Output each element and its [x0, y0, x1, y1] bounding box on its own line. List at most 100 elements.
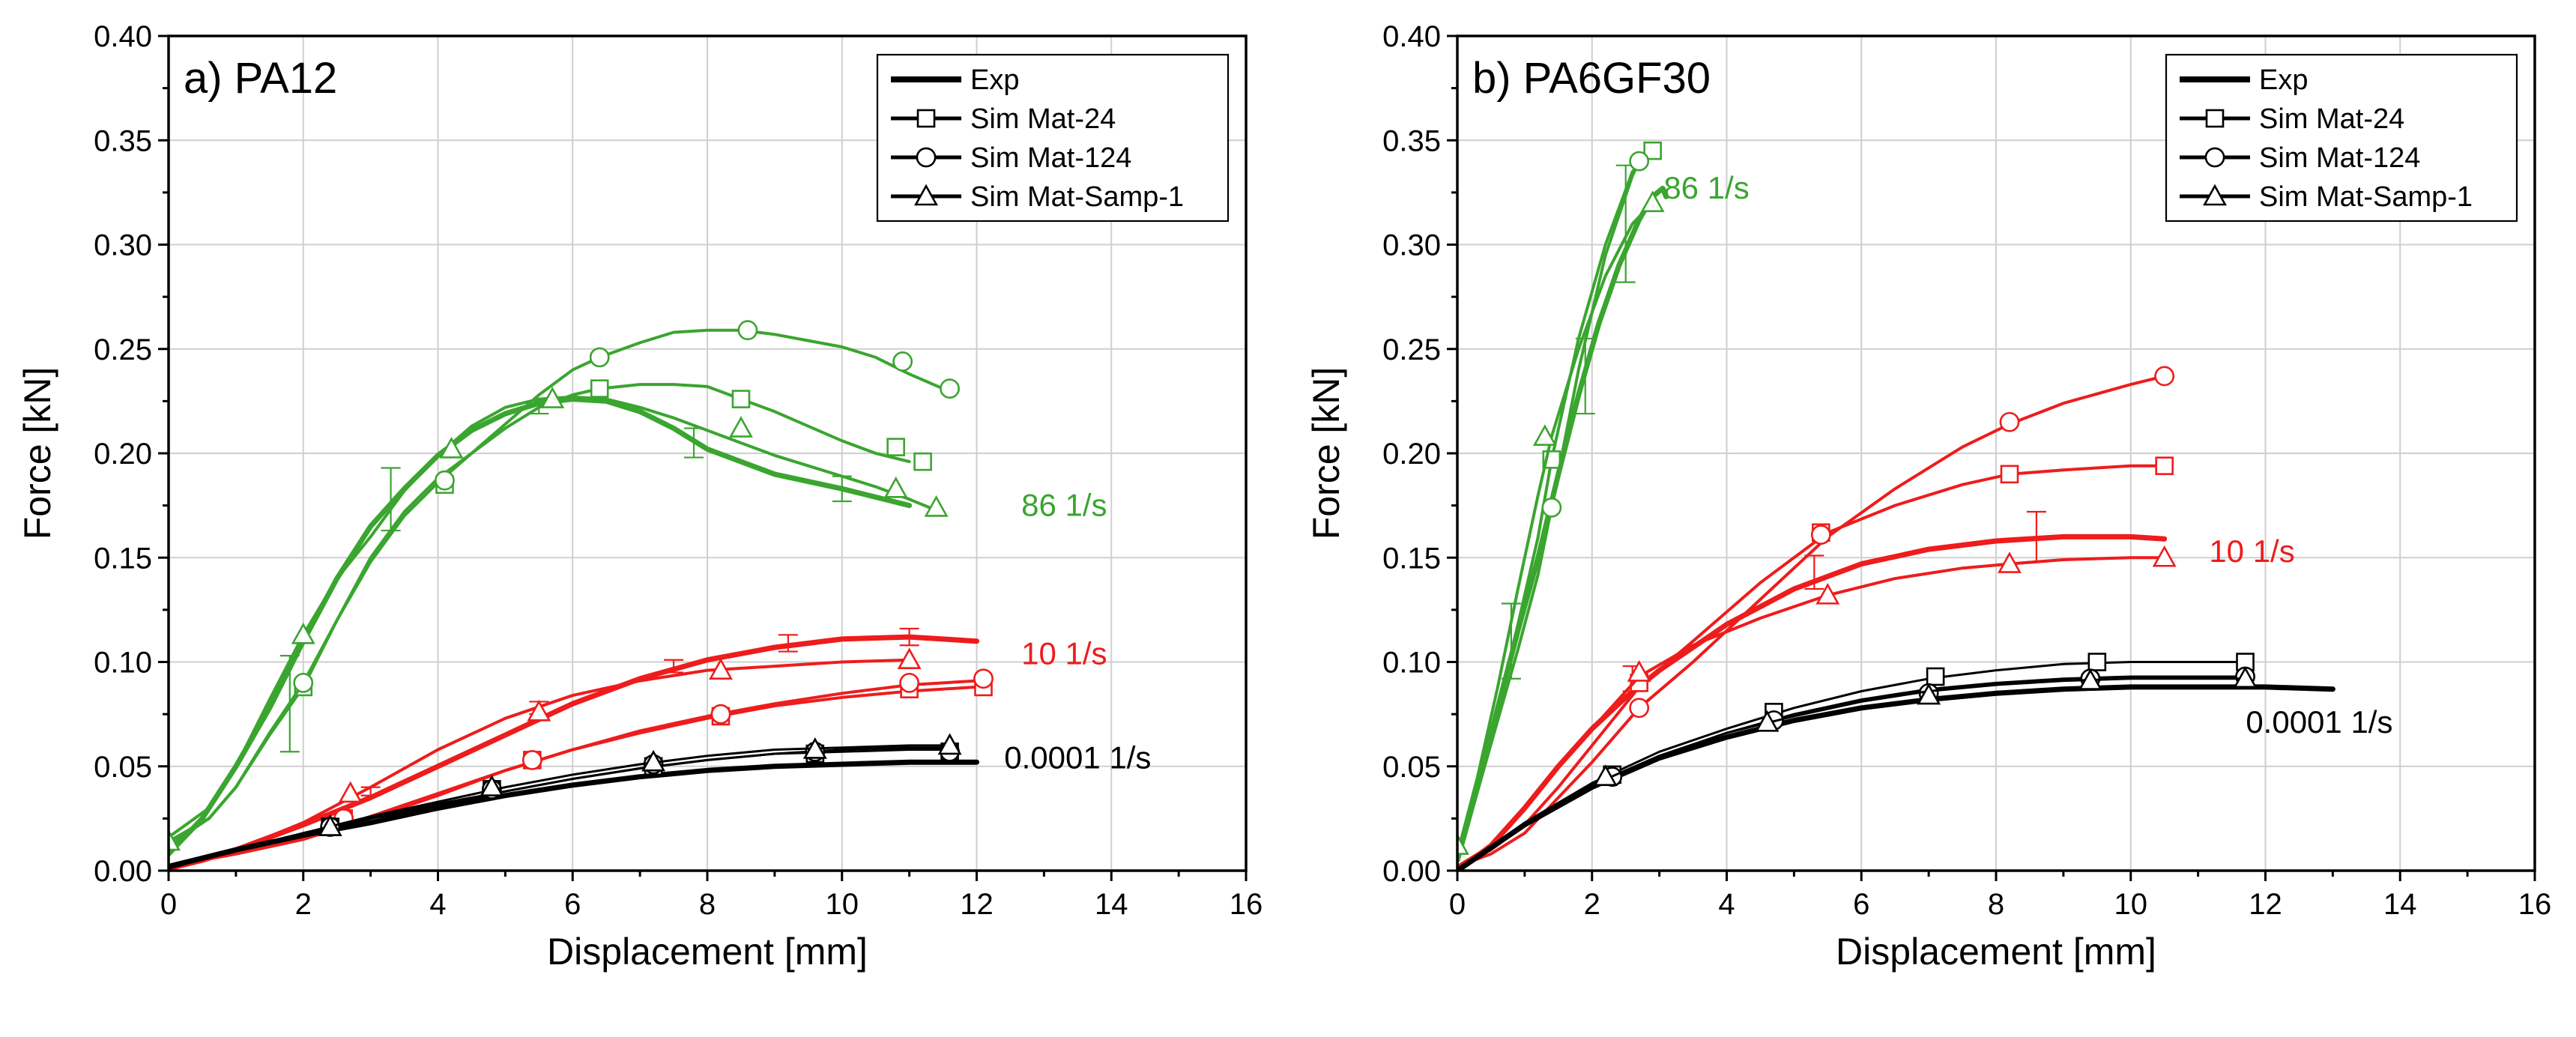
x-tick-label: 8 [699, 888, 716, 921]
data-marker [1815, 582, 1840, 605]
data-marker [338, 781, 363, 803]
data-marker [435, 470, 455, 491]
x-tick-label: 14 [1095, 888, 1128, 921]
series-line [1457, 201, 1654, 856]
series-sim-mat-samp-1-86-1-s [169, 387, 949, 851]
x-tick-label: 10 [2114, 888, 2148, 921]
legend-entry: Sim Mat-124 [891, 142, 1131, 174]
legend-entry: Exp [2180, 64, 2308, 96]
series-line [169, 383, 911, 847]
rate-label: 0.0001 1/s [1004, 740, 1151, 776]
data-marker [1629, 151, 1650, 172]
series-sim-mat-124-86-1-s [169, 320, 960, 843]
data-marker [2154, 366, 2175, 387]
data-marker [1917, 683, 1941, 705]
legend: Exp Sim Mat-24 Sim Mat-124 Sim Mat-Samp-1 [876, 53, 1230, 223]
panel-title: b) PA6GF30 [1472, 54, 1711, 103]
legend-marker [916, 147, 937, 168]
data-marker [913, 452, 932, 471]
data-marker [1627, 659, 1651, 682]
axes-frame [167, 34, 1248, 872]
x-tick-label: 6 [1853, 888, 1869, 921]
legend-marker [2205, 109, 2225, 128]
series-line [1457, 556, 2166, 868]
data-marker [590, 379, 609, 398]
y-tick-label: 0.15 [1382, 542, 1441, 575]
legend: Exp Sim Mat-24 Sim Mat-124 Sim Mat-Samp-1 [2165, 53, 2518, 223]
y-tick-label: 0.35 [94, 124, 152, 157]
y-axis-label: Force [kN] [16, 367, 58, 540]
data-marker [521, 749, 542, 770]
series-line [1457, 149, 1654, 862]
y-tick-label: 0.30 [94, 229, 152, 262]
series-sim-mat-samp-1-0-0001-1-s [1457, 666, 2258, 871]
y-tick-label: 0.40 [94, 20, 152, 53]
data-marker [802, 737, 827, 759]
y-tick-label: 0.25 [1382, 333, 1441, 366]
y-tick-label: 0.00 [1382, 855, 1441, 888]
x-tick-label: 14 [2383, 888, 2417, 921]
legend-label: Sim Mat-Samp-1 [970, 181, 1184, 213]
data-marker [1810, 524, 1831, 545]
data-marker [318, 814, 342, 836]
rate-label: 10 1/s [1021, 635, 1107, 671]
x-tick-label: 16 [1230, 888, 1263, 921]
legend-label: Sim Mat-124 [2259, 142, 2420, 174]
data-marker [641, 749, 666, 772]
y-tick-label: 0.15 [94, 542, 152, 575]
data-marker [1998, 551, 2022, 573]
legend-entry: Sim Mat-Samp-1 [2180, 181, 2473, 213]
legend-label: Sim Mat-Samp-1 [2259, 181, 2473, 213]
data-marker [892, 351, 913, 372]
legend-label: Sim Mat-24 [2259, 103, 2404, 135]
data-marker [937, 733, 962, 755]
legend-marker [916, 109, 936, 128]
x-tick-label: 2 [295, 888, 312, 921]
data-marker [1643, 141, 1662, 160]
y-tick-label: 0.25 [94, 333, 152, 366]
data-marker [589, 347, 610, 368]
data-marker [169, 829, 181, 851]
y-axis-label: Force [kN] [1305, 367, 1347, 540]
y-tick-label: 0.35 [1382, 124, 1441, 157]
series-exp-86-1-s [169, 396, 913, 857]
x-tick-label: 16 [2518, 888, 2552, 921]
x-tick-label: 2 [1584, 888, 1600, 921]
data-marker [710, 704, 731, 725]
x-tick-label: 6 [564, 888, 581, 921]
data-marker [728, 416, 753, 438]
chart-panel-b: 0 2 4 6 8 10 12 14 16 0.00 0.05 0.10 0.15 0.20 0.25 0.3… [1305, 20, 2551, 973]
legend-label: Exp [2259, 64, 2308, 96]
series-line [169, 396, 913, 857]
y-tick-label: 0.30 [1382, 229, 1441, 262]
x-axis-label: Displacement [mm] [547, 931, 868, 973]
data-marker [709, 658, 733, 680]
series-line [1457, 677, 2246, 871]
series-line [1457, 661, 2246, 871]
legend-label: Exp [970, 64, 1019, 96]
data-marker [291, 622, 315, 644]
legend-label: Sim Mat-124 [970, 142, 1131, 174]
panel-title: a) PA12 [184, 54, 337, 103]
x-tick-label: 10 [826, 888, 859, 921]
series-line [169, 328, 945, 843]
x-tick-label: 0 [1449, 888, 1466, 921]
axes-frame [1456, 34, 2536, 872]
data-marker [1755, 710, 1780, 732]
legend-marker [2204, 147, 2225, 168]
data-marker [899, 672, 920, 693]
rate-label: 0.0001 1/s [2246, 704, 2392, 740]
series-sim-mat-samp-1-10-1-s [169, 647, 922, 868]
x-tick-label: 12 [2249, 888, 2282, 921]
data-marker [737, 320, 758, 341]
data-marker [1457, 833, 1469, 855]
data-marker [886, 438, 905, 456]
legend-entry: Sim Mat-24 [891, 103, 1116, 135]
data-marker [2155, 456, 2174, 476]
x-axis-label: Displacement [mm] [1836, 931, 2156, 973]
series-sim-mat-samp-1-86-1-s [1457, 190, 1665, 856]
y-tick-label: 0.40 [1382, 20, 1441, 53]
y-tick-label: 0.10 [94, 647, 152, 680]
data-marker [897, 647, 922, 670]
